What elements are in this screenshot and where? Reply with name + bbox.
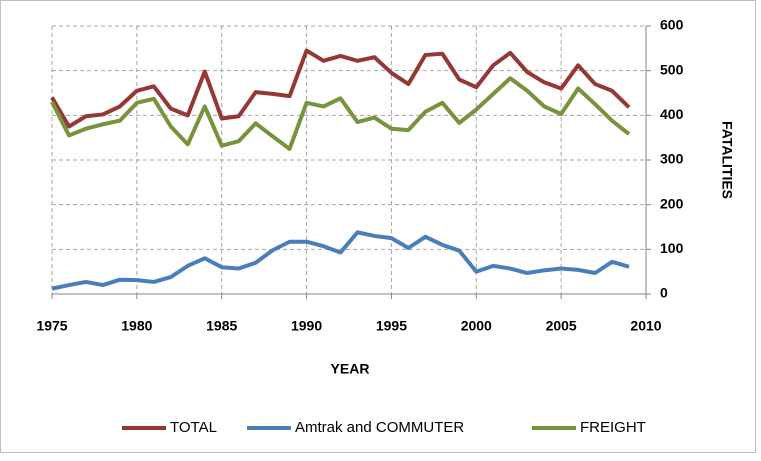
y-tick-label: 500 [660,61,684,77]
y-tick-label: 300 [660,151,684,167]
x-tick-label: 1975 [36,318,67,334]
y-axis-label: FATALITIES [719,121,735,199]
x-tick-label: 1995 [376,318,407,334]
line-series [50,48,631,129]
x-tick-label: 1985 [206,318,237,334]
y-tick-label: 600 [660,17,684,33]
legend-label: TOTAL [170,419,217,436]
line-series [50,76,631,151]
y-tick-label: 0 [660,285,668,301]
y-tick-label: 100 [660,240,684,256]
x-tick-label: 1990 [291,318,322,334]
x-tick-label: 1980 [121,318,152,334]
frame [0,0,756,453]
y-tick-label: 200 [660,195,684,211]
legend-label: Amtrak and COMMUTER [295,419,464,436]
x-tick-label: 2005 [546,318,577,334]
x-tick-label: 2000 [461,318,492,334]
legend-label: FREIGHT [580,419,646,436]
x-tick-label: 2010 [630,318,661,334]
line-series [51,230,630,291]
x-axis-label: YEAR [331,361,370,377]
y-tick-label: 400 [660,106,684,122]
